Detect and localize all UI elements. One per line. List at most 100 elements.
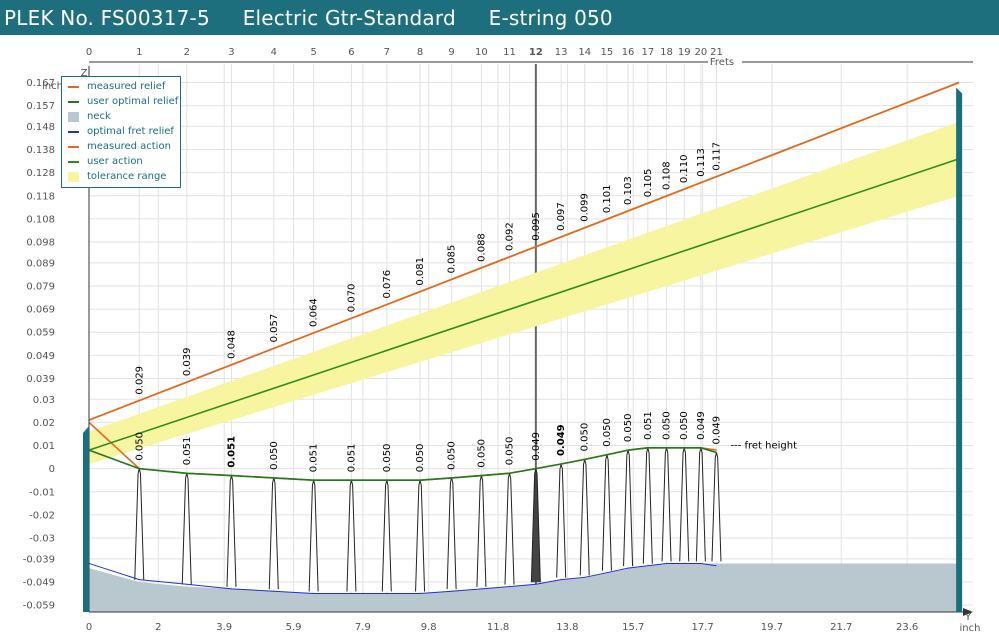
fret-number-label: 19 [678,47,691,58]
action-value-label: 0.064 [309,298,320,327]
legend-item: optimal fret relief [62,124,180,139]
fret-height-label: 0.050 [134,432,145,461]
fret-height-label: 0.049 [531,432,542,461]
fret-height-label: 0.050 [505,437,516,466]
action-value-label: 0.105 [643,169,654,198]
action-value-label: 0.095 [531,212,542,241]
frets-axis-title: Frets [710,57,734,68]
legend-label: measured action [87,141,171,152]
title-gap-2 [456,6,489,30]
legend-label: neck [87,111,111,122]
z-tick-label: -0.01 [29,487,55,498]
y-axis-arrow [963,608,973,616]
instrument-type: Electric Gtr-Standard [242,5,456,30]
z-tick-label: 0.01 [33,441,55,452]
z-tick-label: 0.148 [26,122,55,133]
axes: 0.167 0.157 0.148 0.138 0.128 0.118 0.108 0.098… [23,47,981,634]
z-tick-label: 0.069 [26,305,55,316]
fret-height-label: 0.049 [556,424,567,456]
z-tick-label: 0.128 [26,168,55,179]
legend-swatch [68,160,79,163]
fret-number-label: 3 [228,47,234,58]
measured-action-line [88,81,960,421]
fret-layer [134,447,722,592]
action-value-label: 0.085 [447,245,458,274]
title-bar: PLEK No. FS00317-5 Electric Gtr-Standard… [0,0,999,35]
z-tick-label: 0.089 [26,258,55,269]
legend-swatch [68,130,79,133]
fret-height-label: 0.049 [696,411,707,440]
legend-label: optimal fret relief [87,126,174,137]
fret-height-label: 0.051 [182,437,193,466]
series-lines [88,81,960,595]
fret-height-label: 0.050 [382,444,393,473]
fret-number-label: 11 [503,47,516,58]
action-value-label: 0.113 [696,148,707,177]
z-tick-label: 0 [49,464,55,475]
action-value-label: 0.097 [556,202,567,231]
fret-height-label: 0.050 [415,444,426,473]
fret-number-label: 14 [578,47,591,58]
fret-height-label: 0.051 [346,444,357,473]
z-tick-label: 0.02 [33,418,55,429]
action-value-label: 0.039 [182,348,193,377]
fret-height-label: 0.050 [580,423,591,452]
fret-number-label: 9 [448,47,454,58]
y-tick-label: 11.8 [487,622,509,633]
y-tick-label: 13.8 [556,622,578,633]
legend-item: measured relief [62,79,180,94]
fret-number-label: 21 [710,47,723,58]
action-value-label: 0.048 [226,330,237,359]
legend-item: neck [62,109,180,124]
z-tick-label: -0.02 [29,510,55,521]
title-gap-1 [210,6,243,30]
fret-number-label: 16 [622,47,635,58]
y-tick-label: 15.7 [622,622,644,633]
legend-swatch [68,171,79,182]
y-tick-label: 3.9 [216,622,232,633]
z-tick-label: 0.157 [26,101,55,112]
fret-number-label: 0 [86,47,92,58]
z-tick-label: 0.118 [26,191,55,202]
action-value-label: 0.070 [346,284,357,313]
legend-swatch [68,111,79,122]
legend-label: measured relief [87,81,166,92]
y-tick-label: 7.9 [355,622,371,633]
y-tick-label: 0 [86,622,92,633]
legend-swatch [68,100,79,103]
action-value-label: 0.092 [505,222,516,251]
legend-item: user action [62,154,180,169]
action-value-label: 0.110 [679,155,690,184]
fret-height-label: 0.050 [662,411,673,440]
y-tick-label: 9.8 [421,622,437,633]
legend-swatch [68,85,79,88]
y-tick-label: 23.6 [896,622,918,633]
string-name: E-string 050 [488,5,613,30]
y-tick-label: 19.7 [761,622,783,633]
y-axis-title: Y [964,612,972,623]
fret-number-label: 17 [641,47,654,58]
fret-number-label: 8 [417,47,423,58]
fret-height-label: 0.050 [679,411,690,440]
y-tick-label: 2 [155,622,161,633]
saddle-post [956,87,963,613]
y-axis-unit: inch [960,623,981,634]
z-axis-unit: inch [42,81,63,92]
fret-height-label: 0.051 [309,444,320,473]
legend-item: user optimal relief [62,94,180,109]
z-tick-label: 0.167 [26,78,55,89]
legend-item: measured action [62,139,180,154]
legend-item: tolerance range [62,169,180,184]
fret-number-label: 15 [601,47,614,58]
fret-number-label: 20 [694,47,707,58]
fret-21 [711,452,722,562]
plek-number: PLEK No. FS00317-5 [4,5,210,30]
fret-number-label: 7 [384,47,390,58]
z-tick-label: -0.049 [23,577,55,588]
legend-swatch [68,145,79,148]
z-tick-label: 0.108 [26,214,55,225]
fret-height-label: 0.050 [476,439,487,468]
fret-number-label: 1 [136,47,142,58]
fret-height-caption: --- fret height [730,441,797,452]
action-value-label: 0.088 [476,233,487,262]
